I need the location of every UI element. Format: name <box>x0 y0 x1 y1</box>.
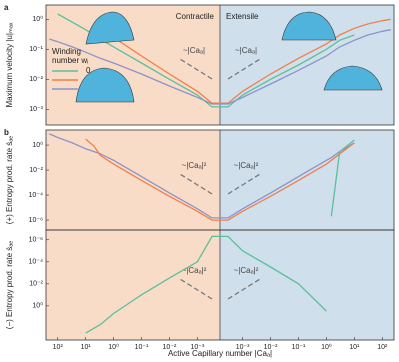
droplet <box>85 11 135 45</box>
region-label: Contractile <box>176 12 215 21</box>
contractile-region <box>46 230 220 340</box>
y-tick-label: 10⁰ <box>32 15 43 23</box>
y-tick-label: 10⁻³ <box>29 106 43 113</box>
y-tick-label: 10⁻⁴ <box>29 259 44 266</box>
region-label: Extensile <box>226 12 259 21</box>
x-tick-label: 10⁰ <box>108 343 119 351</box>
droplet-snapshots <box>75 11 383 103</box>
legend-label: 0 <box>86 66 91 75</box>
x-tick-label: 10⁻³ <box>190 344 204 351</box>
scaling-guide <box>179 173 213 195</box>
x-tick-label: 10⁻² <box>264 344 278 351</box>
contractile-region <box>46 130 220 230</box>
y-tick-label: 10⁻² <box>29 281 43 288</box>
annotation: ~|Caₐ|² <box>182 266 207 275</box>
scaling-guide <box>227 58 261 80</box>
panel-label: a <box>4 3 9 12</box>
y-tick-label: 10⁻⁶ <box>29 217 43 224</box>
y-tick-label: 10⁰ <box>32 302 43 310</box>
annotation: ~|Caₐ|² <box>234 161 259 170</box>
y-tick-label: 10⁻² <box>29 167 43 174</box>
x-tick-label: 10² <box>377 344 388 351</box>
extensile-region <box>220 130 394 230</box>
x-tick-label: 10² <box>53 344 64 351</box>
series-line <box>99 18 391 104</box>
annotation: ~|Caₐ| <box>183 46 205 55</box>
y-tick-label: 10⁻² <box>29 76 43 83</box>
contractile-region <box>46 5 220 125</box>
annotation: ~|Caₐ|² <box>234 266 259 275</box>
series-line <box>49 133 355 219</box>
series-line <box>85 138 355 221</box>
annotation: ~|Caₐ|² <box>182 161 207 170</box>
x-axis-label: Active Capillary number |Caₐ| <box>168 349 272 358</box>
x-tick-label: 10¹ <box>349 344 360 351</box>
y-tick-label: 10⁻⁶ <box>29 237 43 244</box>
y-axis-label: Maximum velocity |u|ₘₐₓ <box>5 22 14 107</box>
x-tick-label: 10⁻² <box>163 344 177 351</box>
series-line <box>85 235 327 334</box>
y-axis-label: (−) Entropy prod. rate ṡₐₑ <box>5 241 14 329</box>
x-tick-label: 10⁻¹ <box>292 344 306 351</box>
y-tick-label: 10⁻¹ <box>29 46 43 53</box>
series-line <box>49 29 391 105</box>
x-tick-label: 10¹ <box>81 344 92 351</box>
x-tick-label: 10⁻¹ <box>135 344 149 351</box>
extensile-region <box>220 230 394 340</box>
scaling-guide <box>227 173 261 195</box>
scaling-guide <box>179 58 213 80</box>
legend-title: number wᵢ <box>52 56 88 65</box>
x-tick-label: 10⁰ <box>321 343 332 351</box>
panel-label: b <box>4 128 9 137</box>
scaling-guide <box>179 278 213 300</box>
droplet <box>75 67 135 103</box>
legend-title: Winding <box>52 47 81 56</box>
scaling-guide <box>227 278 261 300</box>
annotation: ~|Caₐ| <box>235 46 257 55</box>
x-tick-label: 10⁻³ <box>236 344 250 351</box>
y-tick-label: 10⁰ <box>32 141 43 149</box>
y-tick-label: 10⁻⁴ <box>29 192 44 199</box>
y-axis-label: (+) Entropy prod. rate ṡₐₑ <box>5 136 14 224</box>
frame <box>45 229 395 341</box>
series-line <box>330 139 355 217</box>
droplet <box>323 65 383 91</box>
frame <box>45 4 395 126</box>
droplet <box>281 11 337 41</box>
